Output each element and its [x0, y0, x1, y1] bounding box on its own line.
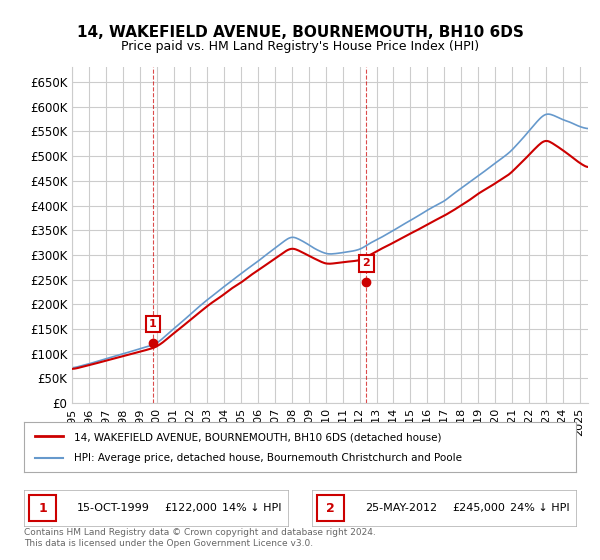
- Text: 25-MAY-2012: 25-MAY-2012: [365, 503, 437, 513]
- Text: Contains HM Land Registry data © Crown copyright and database right 2024.
This d: Contains HM Land Registry data © Crown c…: [24, 528, 376, 548]
- Text: 2: 2: [362, 258, 370, 268]
- Text: 15-OCT-1999: 15-OCT-1999: [77, 503, 149, 513]
- Text: £122,000: £122,000: [164, 503, 217, 513]
- Text: 14% ↓ HPI: 14% ↓ HPI: [222, 503, 281, 513]
- Text: £245,000: £245,000: [452, 503, 505, 513]
- Text: 14, WAKEFIELD AVENUE, BOURNEMOUTH, BH10 6DS: 14, WAKEFIELD AVENUE, BOURNEMOUTH, BH10 …: [77, 25, 523, 40]
- FancyBboxPatch shape: [317, 496, 344, 521]
- Text: 1: 1: [38, 502, 47, 515]
- Text: 14, WAKEFIELD AVENUE, BOURNEMOUTH, BH10 6DS (detached house): 14, WAKEFIELD AVENUE, BOURNEMOUTH, BH10 …: [74, 432, 441, 442]
- Text: 24% ↓ HPI: 24% ↓ HPI: [510, 503, 569, 513]
- Text: 1: 1: [149, 319, 157, 329]
- Text: 2: 2: [326, 502, 335, 515]
- Text: HPI: Average price, detached house, Bournemouth Christchurch and Poole: HPI: Average price, detached house, Bour…: [74, 452, 461, 463]
- Text: Price paid vs. HM Land Registry's House Price Index (HPI): Price paid vs. HM Land Registry's House …: [121, 40, 479, 53]
- FancyBboxPatch shape: [29, 496, 56, 521]
